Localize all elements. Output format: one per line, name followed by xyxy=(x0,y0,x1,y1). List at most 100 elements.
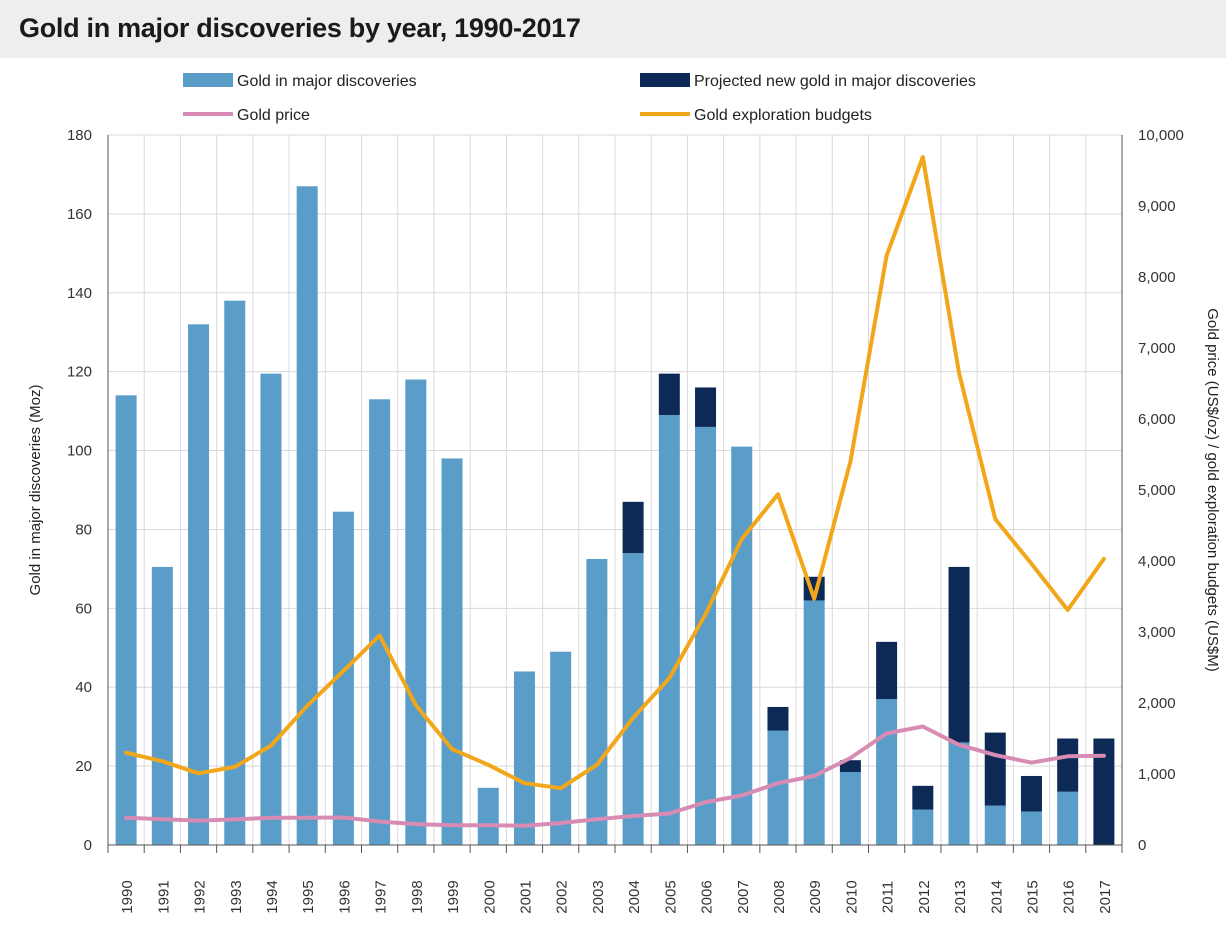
x-tick-label: 1991 xyxy=(155,880,172,913)
bar-gold-discoveries xyxy=(296,186,318,845)
bar-projected-gold xyxy=(1093,738,1115,845)
y-tick-label: 140 xyxy=(67,285,92,302)
legend-swatch xyxy=(640,73,690,87)
x-tick-label: 2017 xyxy=(1097,880,1114,913)
legend-label: Gold exploration budgets xyxy=(694,107,872,124)
title-bar: Gold in major discoveries by year, 1990-… xyxy=(0,0,1226,58)
y2-tick-label: 9,000 xyxy=(1138,198,1176,215)
x-tick-label: 2013 xyxy=(952,880,969,913)
bar-projected-gold xyxy=(767,706,789,731)
x-tick-label: 2009 xyxy=(807,880,824,913)
x-tick-label: 2010 xyxy=(843,880,860,913)
bar-projected-gold xyxy=(839,760,861,773)
y2-axis-label: Gold price (US$/oz) / gold exploration b… xyxy=(1204,308,1221,672)
bar-projected-gold xyxy=(1020,775,1042,812)
bar-projected-gold xyxy=(912,785,934,810)
x-tick-label: 2008 xyxy=(771,880,788,913)
bar-gold-discoveries xyxy=(260,373,282,845)
bar-gold-discoveries xyxy=(948,742,970,845)
bar-projected-gold xyxy=(695,387,717,427)
bar-gold-discoveries xyxy=(369,399,391,845)
y-tick-label: 60 xyxy=(75,600,92,617)
y-tick-label: 20 xyxy=(75,758,92,775)
x-tick-label: 1994 xyxy=(264,880,281,913)
bar-gold-discoveries xyxy=(332,511,354,845)
gold-price-line xyxy=(124,724,1106,828)
y2-tick-label: 7,000 xyxy=(1138,340,1176,357)
legend-swatch xyxy=(183,73,233,87)
x-tick-label: 2005 xyxy=(662,880,679,913)
bar-gold-discoveries xyxy=(839,772,861,845)
y2-tick-label: 5,000 xyxy=(1138,482,1176,499)
y-tick-label: 120 xyxy=(67,364,92,381)
x-tick-label: 2000 xyxy=(481,880,498,913)
y2-tick-label: 6,000 xyxy=(1138,411,1176,428)
x-tick-label: 1995 xyxy=(300,880,317,913)
legend-label: Projected new gold in major discoveries xyxy=(694,73,976,90)
bar-projected-gold xyxy=(622,501,644,554)
series-lines xyxy=(124,155,1106,828)
bar-projected-gold xyxy=(658,373,680,416)
bar-gold-discoveries xyxy=(658,415,680,845)
bar-gold-discoveries xyxy=(876,699,898,845)
y-tick-label: 0 xyxy=(84,837,92,854)
bar-gold-discoveries xyxy=(695,426,717,845)
y2-tick-label: 0 xyxy=(1138,837,1146,854)
y2-tick-label: 10,000 xyxy=(1138,127,1184,144)
axes: 0 20 40 60 80 100 120 140 160 180 0 1,000 2,000 3,000… xyxy=(67,127,1184,914)
bar-gold-discoveries xyxy=(622,553,644,845)
bar-gold-discoveries xyxy=(731,446,753,845)
bar-gold-discoveries xyxy=(188,324,210,845)
bar-projected-gold xyxy=(1057,738,1079,792)
x-tick-label: 2001 xyxy=(517,880,534,913)
bar-gold-discoveries xyxy=(115,395,137,845)
bar-gold-discoveries xyxy=(803,600,825,845)
y2-tick-label: 8,000 xyxy=(1138,269,1176,286)
bar-projected-gold xyxy=(876,641,898,700)
x-tick-label: 2006 xyxy=(699,880,716,913)
x-tick-label: 2002 xyxy=(554,880,571,913)
bar-projected-gold xyxy=(984,732,1006,806)
y-tick-label: 80 xyxy=(75,521,92,538)
y2-tick-label: 2,000 xyxy=(1138,695,1176,712)
y-tick-label: 160 xyxy=(67,206,92,223)
chart: 0 20 40 60 80 100 120 140 160 180 0 1,000 2,000 3,000… xyxy=(27,73,1221,914)
exploration-budget-line xyxy=(124,155,1106,791)
bar-gold-discoveries xyxy=(912,809,934,845)
bar-gold-discoveries xyxy=(984,805,1006,845)
x-tick-label: 2016 xyxy=(1061,880,1078,913)
x-tick-label: 2007 xyxy=(735,880,752,913)
x-tick-label: 1997 xyxy=(373,880,390,913)
bar-gold-discoveries xyxy=(550,651,572,845)
y2-tick-label: 1,000 xyxy=(1138,766,1176,783)
y-tick-label: 100 xyxy=(67,443,92,460)
x-tick-label: 2011 xyxy=(880,881,897,913)
x-tick-label: 1996 xyxy=(336,880,353,913)
bar-gold-discoveries xyxy=(586,559,608,845)
y-axis-label: Gold in major discoveries (Moz) xyxy=(27,385,44,596)
x-tick-label: 1999 xyxy=(445,880,462,913)
x-tick-label: 2014 xyxy=(988,880,1005,913)
bar-gold-discoveries xyxy=(151,566,173,845)
bar-gold-discoveries xyxy=(1020,811,1042,845)
x-tick-label: 2012 xyxy=(916,880,933,913)
bars xyxy=(115,186,1115,845)
bar-gold-discoveries xyxy=(477,787,499,845)
legend: Gold in major discoveries Projected new g… xyxy=(183,73,976,124)
x-tick-label: 1998 xyxy=(409,880,426,913)
bar-projected-gold xyxy=(948,566,970,743)
y2-tick-label: 4,000 xyxy=(1138,553,1176,570)
x-tick-label: 1993 xyxy=(228,880,245,913)
legend-label: Gold in major discoveries xyxy=(237,73,417,90)
x-tick-label: 2015 xyxy=(1024,880,1041,913)
bar-gold-discoveries xyxy=(405,379,427,845)
bar-gold-discoveries xyxy=(441,458,463,845)
bar-gold-discoveries xyxy=(1057,791,1079,845)
y2-tick-label: 3,000 xyxy=(1138,624,1176,641)
y-tick-label: 40 xyxy=(75,679,92,696)
bar-gold-discoveries xyxy=(224,300,246,845)
y-tick-label: 180 xyxy=(67,127,92,144)
bar-gold-discoveries xyxy=(513,671,535,845)
x-tick-label: 1990 xyxy=(119,880,136,913)
legend-label: Gold price xyxy=(237,107,310,124)
